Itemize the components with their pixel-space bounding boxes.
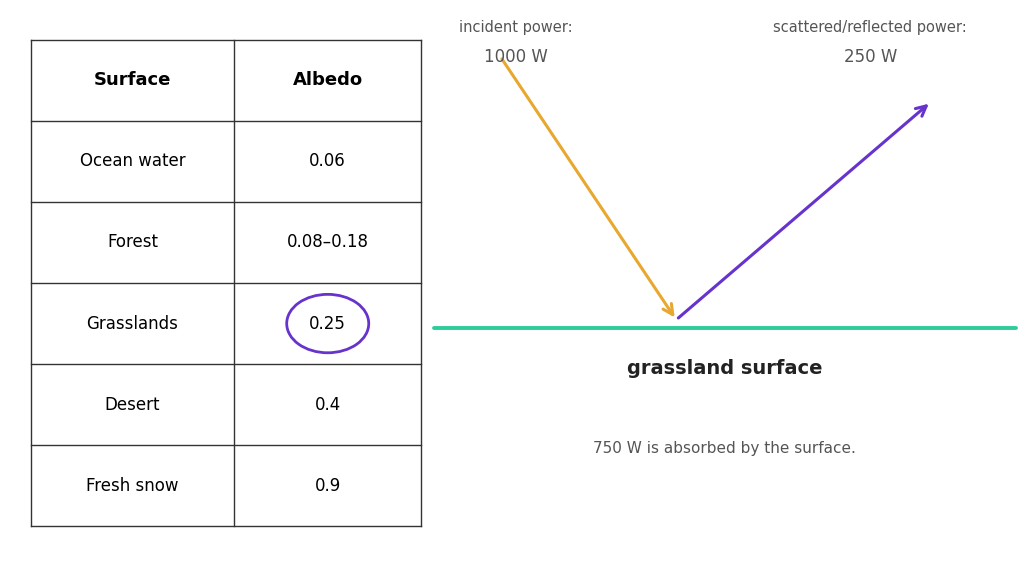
- Text: Fresh snow: Fresh snow: [86, 477, 179, 495]
- Text: Forest: Forest: [107, 233, 158, 251]
- Text: 0.25: 0.25: [309, 315, 346, 333]
- Text: 0.08–0.18: 0.08–0.18: [287, 233, 369, 251]
- Text: Ocean water: Ocean water: [79, 152, 185, 170]
- Text: 0.9: 0.9: [315, 477, 341, 495]
- Text: Albedo: Albedo: [293, 71, 363, 89]
- Text: Desert: Desert: [105, 396, 160, 414]
- Text: 750 W is absorbed by the surface.: 750 W is absorbed by the surface.: [593, 441, 856, 457]
- Text: Surface: Surface: [94, 71, 171, 89]
- Text: incident power:: incident power:: [458, 20, 573, 35]
- Text: grassland surface: grassland surface: [627, 359, 822, 379]
- Text: Grasslands: Grasslands: [86, 315, 178, 333]
- Text: 1000 W: 1000 W: [483, 48, 548, 66]
- Text: 0.06: 0.06: [309, 152, 346, 170]
- Text: 0.4: 0.4: [315, 396, 341, 414]
- Text: 250 W: 250 W: [844, 48, 897, 66]
- Text: scattered/reflected power:: scattered/reflected power:: [773, 20, 967, 35]
